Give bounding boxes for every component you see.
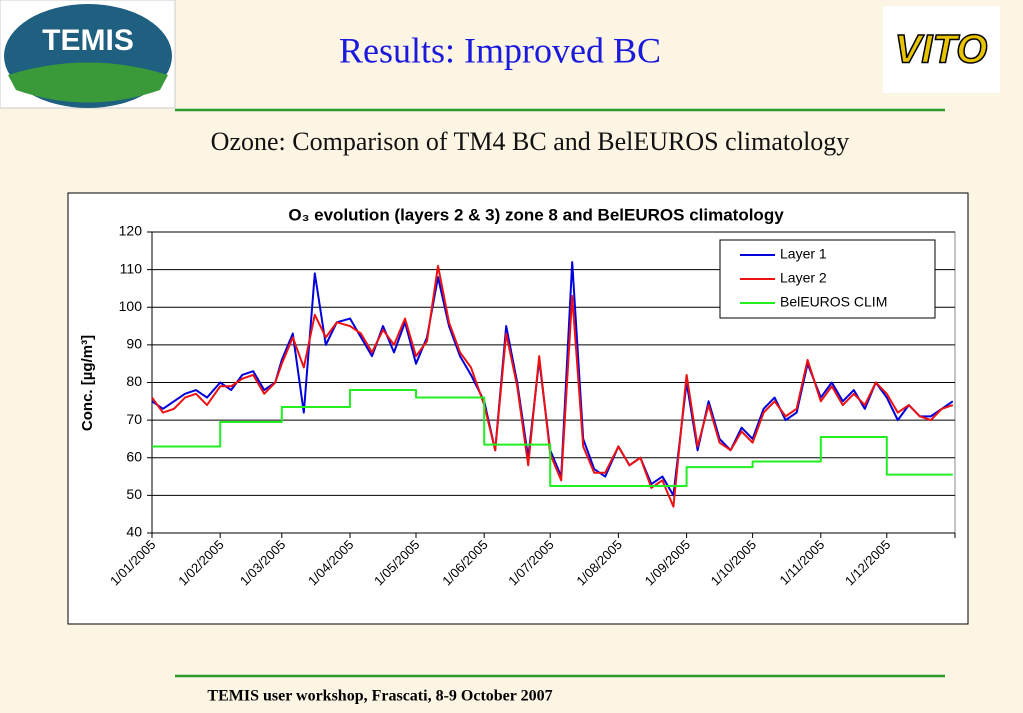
logo-right: VITO — [895, 28, 988, 72]
y-tick-label: 120 — [119, 223, 143, 239]
slide-title: Results: Improved BC — [339, 30, 661, 70]
logo-frame-right — [883, 6, 1000, 93]
chart-title: O₃ evolution (layers 2 & 3) zone 8 and B… — [288, 205, 784, 224]
footer: TEMIS user workshop, Frascati, 8-9 Octob… — [207, 688, 552, 705]
y-axis-label: Conc. [µg/m³] — [79, 335, 96, 431]
y-tick-label: 50 — [126, 486, 142, 502]
y-tick-label: 100 — [119, 298, 143, 314]
y-tick-label: 80 — [126, 373, 142, 389]
data-line — [152, 389, 953, 487]
y-tick-label: 40 — [126, 524, 142, 540]
legend-label: Layer 2 — [780, 270, 827, 286]
y-tick-label: 60 — [126, 448, 142, 464]
y-tick-label: 90 — [126, 336, 142, 352]
logo-left: TEMIS — [42, 24, 134, 57]
legend-label: BelEUROS CLIM — [780, 294, 887, 310]
logo-ground — [8, 62, 168, 103]
y-tick-label: 70 — [126, 411, 142, 427]
subtitle: Ozone: Comparison of TM4 BC and BelEUROS… — [211, 127, 850, 156]
legend-label: Layer 1 — [780, 246, 827, 262]
y-tick-label: 110 — [120, 260, 143, 276]
